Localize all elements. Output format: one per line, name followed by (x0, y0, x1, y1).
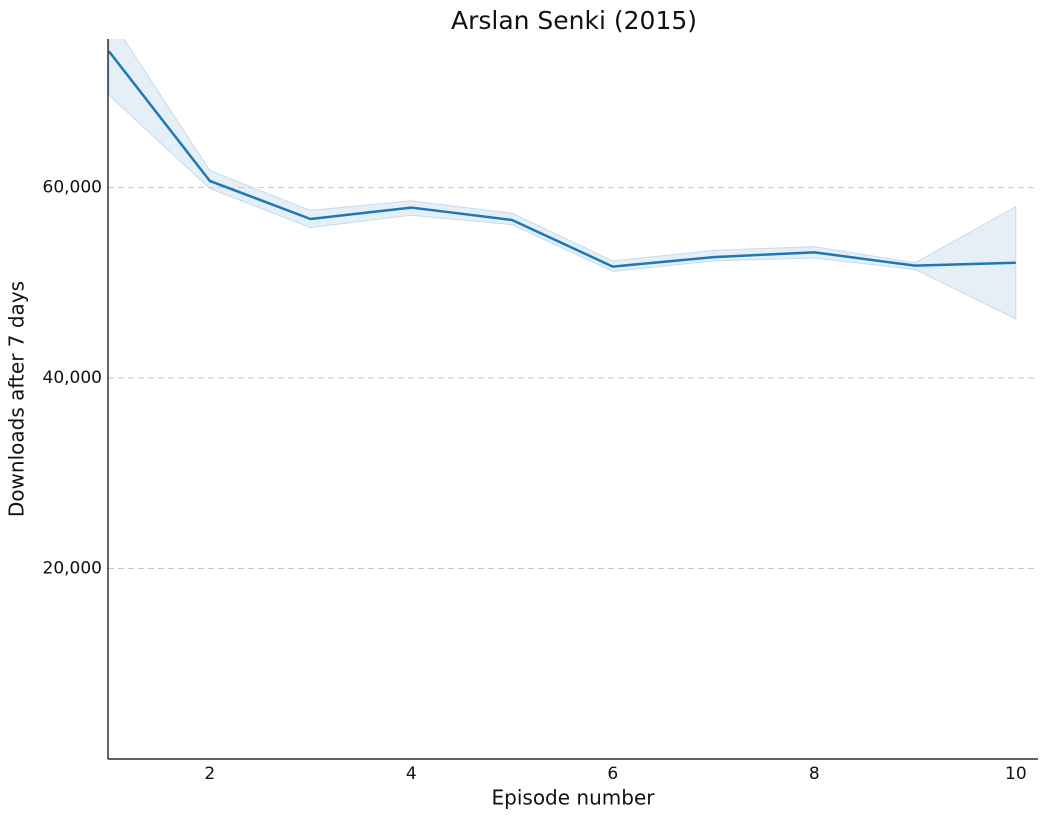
x-tick-label: 4 (406, 764, 417, 784)
y-tick-label: 40,000 (43, 368, 102, 388)
x-axis-label: Episode number (492, 786, 656, 810)
grid (108, 187, 1038, 570)
x-tick-label: 8 (809, 764, 820, 784)
y-tick-label: 60,000 (43, 178, 102, 198)
x-tick-label: 10 (1005, 764, 1027, 784)
plot-area (108, 39, 1017, 320)
y-axis-label: Downloads after 7 days (5, 281, 29, 517)
line (108, 50, 1016, 268)
x-tick-label: 2 (204, 764, 215, 784)
y-tick-label: 20,000 (43, 559, 102, 579)
chart-title: Arslan Senki (2015) (451, 6, 697, 35)
x-tick-label: 6 (607, 764, 618, 784)
confidence-band (108, 39, 1017, 320)
